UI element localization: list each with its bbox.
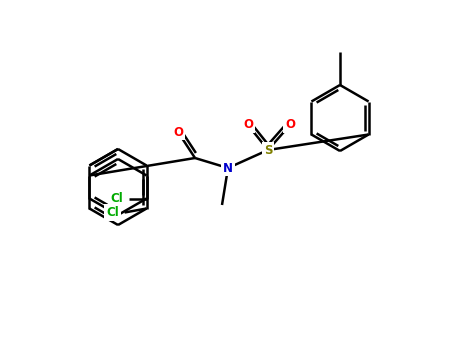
Text: N: N [223,161,233,175]
Text: O: O [243,119,253,132]
Text: S: S [264,144,272,156]
Text: O: O [285,119,295,132]
Text: Cl: Cl [106,206,119,219]
Text: O: O [173,126,183,139]
Text: Cl: Cl [110,192,123,205]
